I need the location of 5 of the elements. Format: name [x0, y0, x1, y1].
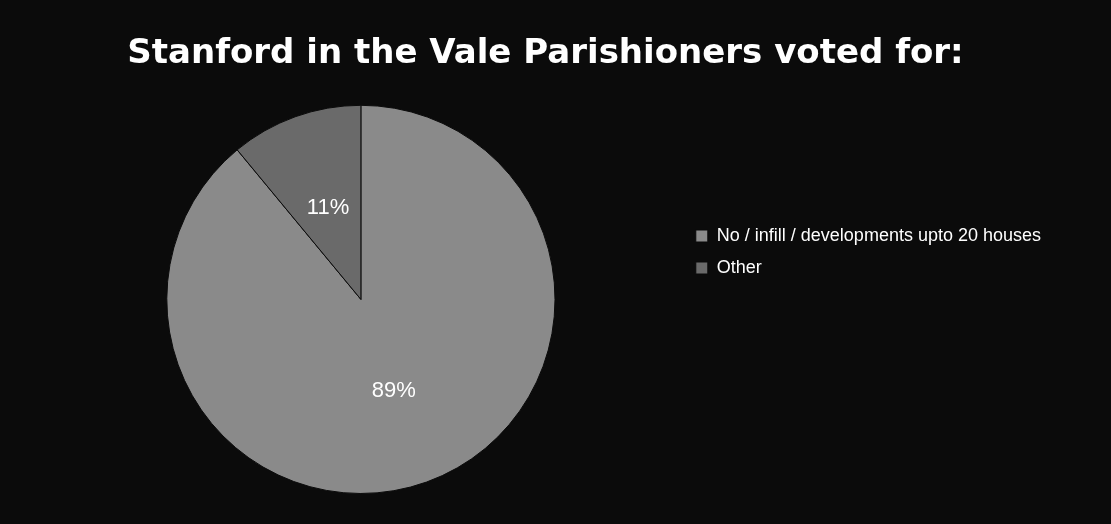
- legend-label: No / infill / developments upto 20 houses: [716, 224, 1042, 245]
- legend-label: Other: [716, 256, 762, 277]
- data-label: 11%: [306, 194, 350, 220]
- data-label: 89%: [371, 376, 416, 402]
- chart-title: Stanford in the Vale Parishioners voted for:: [127, 31, 964, 72]
